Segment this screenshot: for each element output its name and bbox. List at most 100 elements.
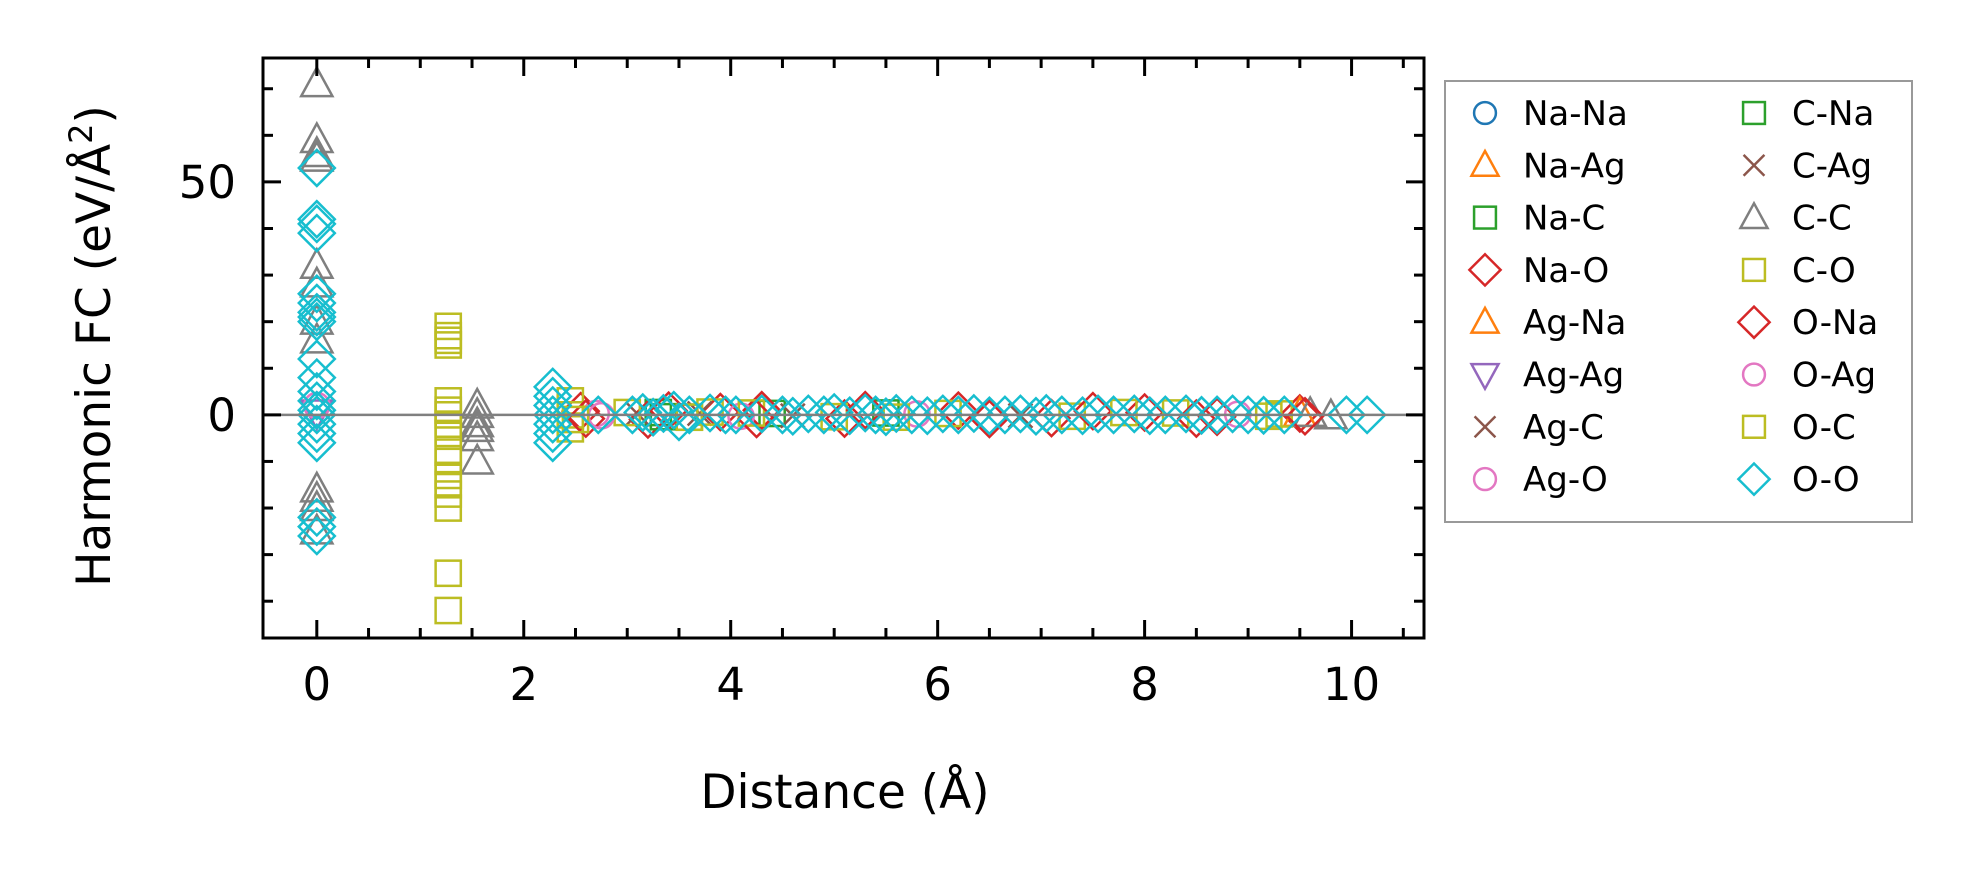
o-o-data-point: [1145, 395, 1186, 435]
x-tick-label: 6: [923, 658, 952, 711]
o-o-data-point: [622, 392, 663, 433]
legend: Na-Na Na-Ag Na-C Na-O Ag-Na Ag-Ag Ag-C Ag-O C-Na…: [1444, 80, 1913, 523]
legend-triangle-up-icon: [1469, 305, 1501, 334]
o-o-data-point: [1228, 395, 1268, 435]
x-tick-label: 10: [1323, 658, 1380, 711]
legend-frame: [1444, 80, 1913, 523]
legend-diamond-icon: [1736, 304, 1772, 340]
legend-label: C-O: [1792, 251, 1856, 291]
o-o-data-point: [876, 393, 917, 434]
legend-label: Ag-Ag: [1523, 356, 1624, 396]
o-o-data-point: [705, 395, 746, 435]
o-o-data-point: [773, 396, 813, 437]
legend-diamond-icon: [1467, 252, 1503, 288]
o-o-data-point: [297, 148, 337, 188]
o-o-data-point: [297, 273, 337, 314]
o-o-data-point: [633, 397, 673, 437]
o-o-data-point: [1264, 395, 1305, 435]
o-o-data-point: [297, 404, 337, 444]
o-o-data-point: [297, 506, 337, 547]
c-c-data-point: [459, 442, 495, 475]
o-c-data-point: [561, 405, 590, 434]
legend-item: Ag-Na: [1469, 303, 1626, 343]
legend-item: O-O: [1736, 460, 1860, 500]
x-tick-label: 4: [716, 658, 745, 711]
o-o-data-point: [969, 396, 1010, 436]
na-o-data-point: [1280, 393, 1320, 434]
na-o-data-point: [938, 390, 979, 431]
o-o-data-point: [297, 371, 337, 412]
o-o-data-point: [741, 394, 782, 434]
o-o-data-point: [297, 423, 337, 463]
o-o-data-point: [1026, 393, 1067, 434]
o-o-data-point: [297, 297, 337, 337]
c-o-data-point: [434, 480, 463, 508]
legend-item: Na-O: [1467, 251, 1609, 291]
o-o-data-point: [923, 394, 963, 434]
o-o-data-point: [1212, 394, 1253, 434]
c-o-data-point: [434, 438, 463, 466]
o-o-data-point: [907, 396, 948, 436]
na-o-data-point: [824, 398, 865, 439]
legend-triangle-up-icon: [1469, 148, 1501, 177]
y-tick-labels: 0 50: [179, 156, 236, 442]
legend-label: Na-O: [1523, 251, 1609, 291]
o-o-data-point: [804, 395, 844, 435]
y-axis-label-base: Harmonic FC (eV/Å: [67, 144, 122, 587]
o-o-data-point: [1130, 396, 1170, 436]
c-o-data-point: [1161, 399, 1190, 427]
c-o-data-point: [1058, 402, 1087, 431]
o-c-data-point: [696, 398, 724, 426]
c-o-data-point: [434, 331, 463, 359]
o-o-data-point: [1326, 395, 1367, 435]
o-o-data-point: [1078, 394, 1118, 434]
c-o-data-point: [434, 559, 463, 588]
legend-label: Ag-C: [1523, 408, 1604, 448]
o-o-data-point: [1062, 396, 1103, 436]
o-o-data-point: [297, 339, 337, 379]
o-na-data-point: [566, 398, 606, 439]
c-o-data-point: [434, 387, 463, 415]
c-c-data-point: [459, 395, 495, 429]
legend-circle-icon: [1472, 100, 1498, 126]
c-c-data-point: [459, 405, 495, 438]
o-o-data-point: [985, 395, 1025, 435]
legend-square-icon: [1741, 257, 1767, 283]
legend-label: C-Na: [1792, 94, 1874, 134]
legend-item: C-Ag: [1742, 146, 1872, 186]
x-tick-label: 0: [302, 658, 331, 711]
legend-item: Na-Ag: [1469, 146, 1626, 186]
legend-item: Ag-C: [1473, 408, 1604, 448]
o-o-data-point: [297, 292, 337, 333]
y-axis-label-superscript: 2: [62, 123, 100, 143]
o-o-data-point: [532, 395, 573, 435]
o-o-data-point: [297, 516, 337, 556]
legend-label: C-C: [1792, 199, 1852, 239]
c-o-data-point: [434, 596, 463, 625]
c-c-data-point: [459, 386, 495, 419]
c-c-data-point: [299, 470, 335, 503]
legend-label: Na-Ag: [1523, 146, 1626, 186]
legend-item: C-Na: [1741, 94, 1874, 134]
legend-item: Na-Na: [1472, 94, 1628, 134]
y-tick-label: 50: [179, 156, 236, 209]
o-o-data-point: [297, 204, 337, 244]
c-o-data-point: [434, 447, 463, 476]
x-axis-label: Distance (Å): [700, 765, 989, 820]
c-c-data-point: [299, 246, 335, 280]
legend-triangle-down-icon: [1469, 362, 1501, 392]
legend-label: O-C: [1792, 408, 1856, 448]
x-tick-label: 2: [509, 658, 538, 711]
legend-label: O-Na: [1792, 303, 1878, 343]
c-c-data-point: [299, 321, 335, 354]
legend-circle-icon: [1741, 362, 1767, 387]
o-na-data-point: [1285, 396, 1325, 437]
o-o-data-point: [1243, 395, 1284, 436]
legend-label: Ag-O: [1523, 460, 1608, 500]
o-o-data-point: [297, 213, 337, 253]
legend-item: O-Na: [1736, 303, 1878, 343]
legend-label: C-Ag: [1792, 146, 1872, 186]
legend-item: O-Ag: [1741, 356, 1876, 396]
legend-label: O-Ag: [1792, 356, 1876, 396]
axis-ticks: [263, 58, 1424, 638]
